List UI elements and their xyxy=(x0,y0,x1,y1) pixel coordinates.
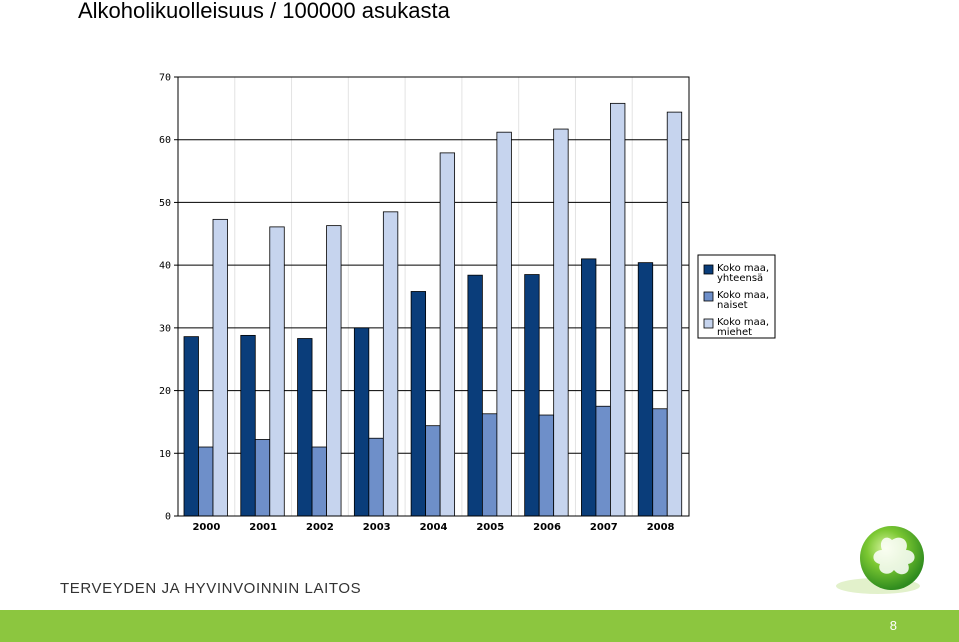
legend-label: Koko maa, xyxy=(717,290,769,301)
slide-title: Alkoholikuolleisuus / 100000 asukasta xyxy=(78,0,450,23)
bar-1 xyxy=(297,338,313,517)
y-tick-label: 20 xyxy=(159,386,171,397)
x-tick-label: 2004 xyxy=(420,522,448,533)
bar-3 xyxy=(610,102,626,517)
legend-label: Koko maa, xyxy=(717,263,769,274)
x-tick-label: 2002 xyxy=(306,522,334,533)
x-tick-label: 2003 xyxy=(363,522,391,533)
bar-2 xyxy=(652,408,668,517)
x-tick-label: 2008 xyxy=(647,522,675,533)
bar-3 xyxy=(212,218,228,517)
legend-swatch xyxy=(703,264,714,275)
bar-1 xyxy=(353,327,370,517)
x-tick-labels: 2000 2001 2002 2003 2004 2005 2006 2007 2008 xyxy=(192,522,674,533)
bar-2 xyxy=(481,413,498,517)
y-tick-label: 60 xyxy=(159,135,171,146)
bar-1 xyxy=(581,258,597,517)
bar-1 xyxy=(637,262,654,517)
bar-2 xyxy=(538,414,555,517)
chart-bars xyxy=(183,102,683,517)
legend-swatch xyxy=(703,318,714,329)
bar-2 xyxy=(368,437,384,517)
y-tick-label: 50 xyxy=(159,198,171,209)
bar-3 xyxy=(269,226,285,517)
bar-2 xyxy=(595,405,611,517)
legend-label: Koko maa, xyxy=(717,317,769,328)
y-tick-labels: 0 10 20 30 40 50 60 70 xyxy=(159,73,171,523)
x-tick-label: 2006 xyxy=(533,522,561,533)
legend-swatch xyxy=(703,291,714,302)
y-tick-label: 10 xyxy=(159,449,171,460)
y-tick-label: 70 xyxy=(159,73,171,84)
bar-3 xyxy=(326,225,342,517)
bar-2 xyxy=(254,439,271,517)
bar-1 xyxy=(467,274,483,517)
bar-2 xyxy=(425,425,441,517)
x-tick-label: 2005 xyxy=(476,522,504,533)
x-tick-label: 2007 xyxy=(590,522,618,533)
bar-1 xyxy=(240,334,256,517)
bar-2 xyxy=(311,446,327,517)
x-tick-label: 2001 xyxy=(249,522,277,533)
footer-bar: 8 xyxy=(0,610,959,642)
bar-1 xyxy=(524,274,540,517)
bar-3 xyxy=(553,128,569,517)
chart-axes xyxy=(174,76,690,517)
bar-3 xyxy=(382,211,399,517)
legend-label: miehet xyxy=(717,327,752,338)
y-tick-label: 30 xyxy=(159,323,171,334)
bar-3 xyxy=(439,152,456,517)
page-number: 8 xyxy=(889,618,897,633)
bar-1 xyxy=(183,336,199,517)
legend-label: yhteensä xyxy=(717,273,763,284)
y-tick-label: 0 xyxy=(165,512,171,523)
x-tick-label: 2000 xyxy=(192,522,220,533)
bar-2 xyxy=(198,446,214,517)
legend-label: naiset xyxy=(717,300,748,311)
bar-1 xyxy=(410,291,427,517)
bar-3 xyxy=(666,111,683,517)
y-tick-label: 40 xyxy=(159,261,171,272)
organization-name: TERVEYDEN JA HYVINVOINNIN LAITOS xyxy=(60,580,362,597)
thl-logo xyxy=(836,526,924,594)
bar-3 xyxy=(496,131,512,517)
plot-frame xyxy=(177,76,690,517)
